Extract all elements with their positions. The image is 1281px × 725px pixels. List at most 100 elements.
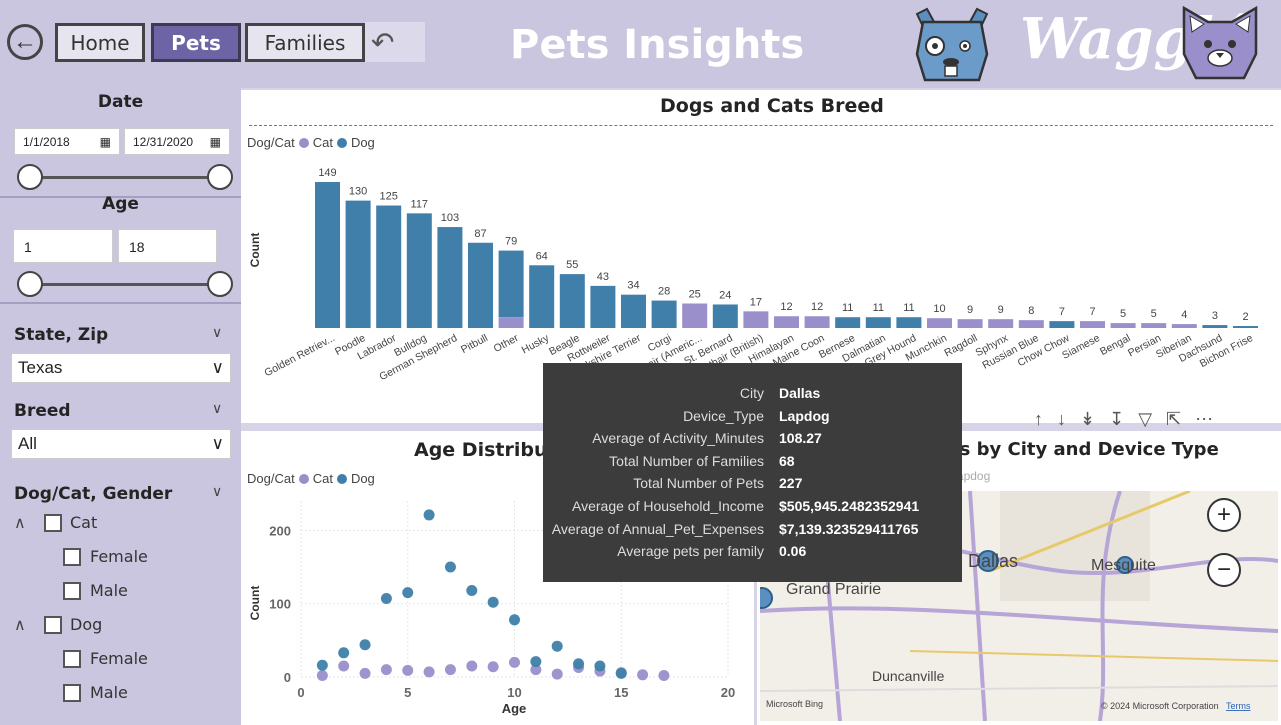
- date-slider-track[interactable]: [30, 176, 220, 179]
- scatter-point-dog: [594, 660, 606, 672]
- focus-mode-icon[interactable]: ⇱: [1166, 409, 1182, 429]
- x-tick-label: 0: [297, 685, 304, 700]
- cat-male-label: Male: [90, 581, 128, 600]
- legend-dog[interactable]: Dog: [350, 135, 375, 150]
- go-next-level-icon[interactable]: ↡: [1080, 409, 1096, 429]
- bar-dog-11: [651, 300, 677, 328]
- zoom-in-button[interactable]: +: [1207, 498, 1241, 532]
- undo-icon[interactable]: ↶: [365, 22, 425, 62]
- chevron-down-icon[interactable]: ∨: [212, 400, 223, 416]
- filter-sidebar: Date 1/1/2018 ▦ 12/31/2020 ▦ Age 1 18 St…: [0, 88, 241, 725]
- bar-value-label: 9: [998, 304, 1004, 316]
- bar-cat-15: [774, 316, 799, 328]
- filter-icon[interactable]: ▽: [1138, 409, 1153, 429]
- tooltip-row: Device_Type Lapdog: [543, 408, 962, 431]
- bar-value-label: 24: [719, 289, 731, 301]
- calendar-icon[interactable]: ▦: [209, 135, 221, 149]
- dog-male-checkbox[interactable]: [63, 684, 81, 702]
- chevron-down-icon[interactable]: ∨: [212, 483, 223, 499]
- more-options-icon[interactable]: ⋯: [1195, 409, 1214, 429]
- nav-pets-button[interactable]: Pets: [151, 23, 241, 62]
- x-tick-label: Golden Retriev...: [262, 332, 337, 379]
- tooltip-value: 227: [779, 475, 803, 492]
- y-tick-label: 100: [269, 597, 291, 612]
- collapse-dog-icon[interactable]: ∧: [14, 617, 26, 634]
- age-slider-max-thumb[interactable]: [207, 271, 233, 297]
- bar-cat-6: [498, 317, 524, 328]
- bar-value-label: 130: [349, 186, 367, 198]
- x-tick-label: Husky: [520, 332, 552, 357]
- date-filter-label: Date: [97, 92, 144, 112]
- scatter-point-dog: [380, 593, 392, 605]
- tooltip-value: Dallas: [779, 385, 821, 401]
- bar-value-label: 28: [658, 286, 670, 298]
- bar-value-label: 12: [811, 301, 823, 313]
- age-slider-min-thumb[interactable]: [17, 271, 43, 297]
- dog-checkbox[interactable]: [44, 616, 62, 634]
- breed-chart-title: Dogs and Cats Breed: [660, 95, 884, 117]
- y-tick-label: 200: [269, 523, 291, 538]
- bar-dog-19: [896, 317, 922, 328]
- bar-dog-3: [406, 213, 432, 328]
- cat-legend-dot: [298, 473, 309, 484]
- date-start-input[interactable]: 1/1/2018 ▦: [14, 128, 120, 155]
- date-slider-end-thumb[interactable]: [207, 164, 233, 190]
- scatter-point-dog: [509, 614, 520, 626]
- date-end-input[interactable]: 12/31/2020 ▦: [124, 128, 230, 155]
- collapse-cat-icon[interactable]: ∧: [14, 515, 26, 532]
- expand-hierarchy-icon[interactable]: ↧: [1109, 409, 1125, 429]
- bar-value-label: 149: [318, 167, 336, 179]
- state-dropdown[interactable]: Texas ∨: [11, 353, 231, 383]
- bar-value-label: 125: [380, 191, 398, 203]
- state-dropdown-value: Texas: [18, 358, 63, 377]
- bar-value-label: 55: [566, 259, 578, 271]
- bar-value-label: 79: [505, 236, 517, 248]
- age-min-input[interactable]: 1: [13, 229, 113, 263]
- tooltip-key: Average of Activity_Minutes: [592, 430, 764, 447]
- tooltip-key: Total Number of Families: [609, 452, 764, 469]
- bar-dog-30: [1233, 326, 1258, 328]
- age-scatter-chart[interactable]: 0 100 200 0 5 10 15 20 Age Count: [241, 431, 754, 725]
- bar-cat-22: [988, 319, 1014, 328]
- dog-legend-dot: [336, 473, 347, 484]
- chevron-down-icon: ∨: [211, 358, 224, 377]
- drill-down-icon[interactable]: ↓: [1057, 409, 1066, 429]
- zoom-out-button[interactable]: −: [1207, 553, 1241, 587]
- bar-cat-23: [1018, 320, 1044, 328]
- legend-cat[interactable]: Cat: [312, 471, 333, 486]
- scatter-point-dog: [573, 658, 585, 670]
- map-bubble[interactable]: [760, 587, 773, 609]
- dog-female-checkbox[interactable]: [63, 650, 81, 668]
- x-tick-label: Bengal: [1098, 332, 1133, 358]
- bar-cat-25: [1080, 321, 1105, 328]
- cat-female-checkbox[interactable]: [63, 548, 81, 566]
- cat-male-checkbox[interactable]: [63, 582, 81, 600]
- dog-male-label: Male: [90, 683, 128, 702]
- calendar-icon[interactable]: ▦: [99, 135, 111, 149]
- scatter-point-cat: [509, 656, 520, 668]
- bar-value-label: 4: [1181, 309, 1187, 321]
- back-arrow-icon[interactable]: ←: [7, 24, 43, 60]
- map-bubble[interactable]: [977, 550, 999, 572]
- tooltip-key: Average of Household_Income: [572, 497, 764, 514]
- bar-value-label: 64: [536, 250, 548, 262]
- map-terms-link[interactable]: Terms: [1226, 701, 1251, 711]
- nav-home-button[interactable]: Home: [55, 23, 145, 62]
- age-max-input[interactable]: 18: [118, 229, 217, 263]
- date-end-value: 12/31/2020: [133, 135, 194, 149]
- nav-families-button[interactable]: Families: [245, 23, 365, 62]
- map-bubble[interactable]: [1116, 556, 1134, 574]
- bar-value-label: 87: [474, 228, 486, 240]
- breed-dropdown[interactable]: All ∨: [11, 429, 231, 459]
- legend-cat[interactable]: Cat: [312, 135, 333, 150]
- dog-legend-dot: [336, 137, 347, 148]
- legend-dog[interactable]: Dog: [350, 471, 375, 486]
- cat-checkbox[interactable]: [44, 514, 62, 532]
- tooltip-value: $7,139.323529411765: [779, 520, 919, 537]
- date-slider-start-thumb[interactable]: [17, 164, 43, 190]
- drill-up-icon[interactable]: ↑: [1034, 409, 1043, 429]
- age-slider-track[interactable]: [30, 283, 220, 286]
- scatter-point-cat: [338, 660, 350, 672]
- chevron-down-icon[interactable]: ∨: [212, 324, 223, 340]
